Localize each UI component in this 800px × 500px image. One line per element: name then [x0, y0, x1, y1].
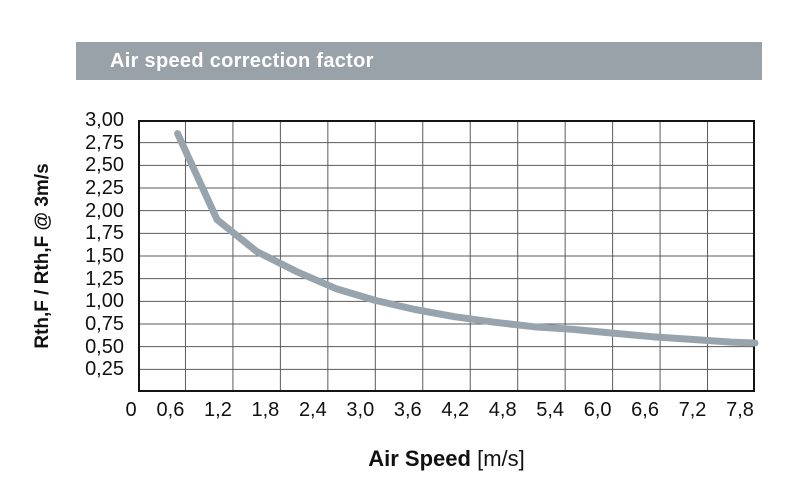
y-axis-title: Rth,F / Rth,F @ 3m/s — [32, 163, 53, 349]
x-tick-label: 7,2 — [678, 399, 707, 421]
correction-factor-curve — [174, 130, 759, 347]
chart-plot-svg — [138, 120, 759, 392]
x-tick-label: 3,0 — [346, 399, 375, 421]
x-tick-label: 6,6 — [631, 399, 659, 421]
y-tick-label: 2,25 — [85, 177, 124, 199]
y-tick-label: 2,00 — [85, 199, 124, 222]
y-tick-label: 0,25 — [85, 358, 124, 381]
y-tick-label: 1,25 — [85, 267, 124, 290]
plot-border — [138, 120, 755, 392]
y-tick-label: 0,50 — [85, 335, 124, 358]
x-tick-label: 5,4 — [536, 399, 565, 421]
x-tick-label: 4,8 — [488, 399, 517, 421]
x-axis-title-text: Air Speed — [368, 446, 471, 471]
x-tick-label: 7,8 — [726, 399, 754, 421]
x-tick-label: 3,6 — [393, 399, 422, 421]
x-tick-label: 4,2 — [441, 399, 470, 421]
x-tick-label: 6,0 — [583, 399, 612, 421]
y-tick-label: 1,50 — [85, 245, 124, 267]
section-header-bar: Air speed correction factor — [76, 42, 762, 80]
y-tick-label: 0,75 — [85, 313, 124, 335]
y-tick-label: 1,75 — [85, 222, 124, 245]
y-tick-label: 1,00 — [85, 290, 124, 313]
x-tick-label: 1,2 — [204, 399, 232, 421]
x-tick-label: 1,8 — [251, 399, 280, 421]
y-tick-label: 2,50 — [85, 154, 124, 177]
x-axis-title: Air Speed [m/s] — [138, 446, 755, 472]
x-tick-label: 0 — [125, 399, 137, 421]
plot-area — [138, 120, 759, 392]
chart-title: Air speed correction factor — [110, 49, 374, 72]
y-tick-label: 3,00 — [85, 109, 124, 131]
x-tick-label: 2,4 — [298, 399, 327, 421]
x-tick-label: 0,6 — [156, 399, 185, 421]
y-tick-label: 2,75 — [85, 131, 124, 154]
x-axis-title-unit: [m/s] — [477, 446, 525, 471]
